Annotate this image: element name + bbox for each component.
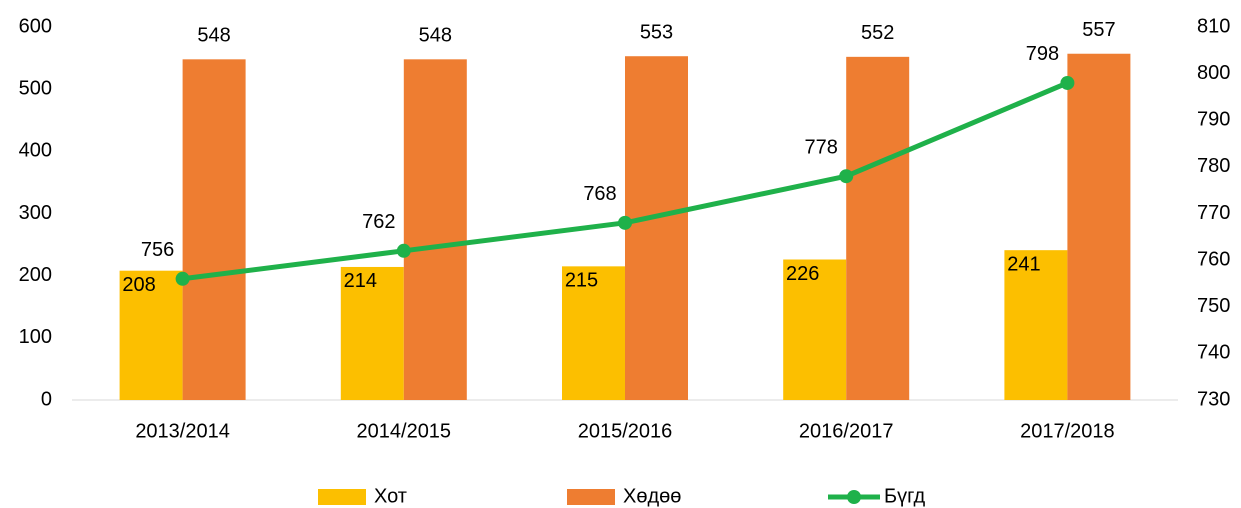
line-point (839, 169, 854, 184)
y-tick-label: 200 (19, 264, 52, 286)
data-label: 548 (419, 25, 452, 47)
data-label: 756 (141, 239, 174, 261)
bar (403, 59, 467, 401)
y2-tick-label: 780 (1197, 155, 1230, 177)
x-tick-label: 2014/2015 (357, 420, 452, 442)
x-tick-label: 2016/2017 (799, 420, 894, 442)
data-label: 226 (786, 263, 819, 285)
y2-tick-label: 750 (1197, 295, 1230, 317)
x-tick-label: 2015/2016 (578, 420, 673, 442)
legend-swatch (318, 489, 366, 505)
legend-label: Хот (374, 485, 407, 507)
legend-swatch (567, 489, 615, 505)
y2-tick-label: 740 (1197, 342, 1230, 364)
y-tick-label: 100 (19, 326, 52, 348)
y2-tick-label: 790 (1197, 109, 1230, 131)
y2-tick-label: 730 (1197, 388, 1230, 410)
bar (625, 56, 688, 401)
line-point (618, 215, 632, 230)
data-label: 553 (640, 21, 673, 43)
y2-tick-label: 810 (1197, 15, 1230, 37)
bar (1004, 250, 1068, 400)
data-label: 778 (805, 136, 838, 158)
bar (846, 56, 910, 401)
line-point (396, 243, 411, 258)
x-tick-label: 2013/2014 (135, 420, 230, 442)
y-tick-label: 500 (19, 77, 52, 99)
data-label: 798 (1026, 43, 1059, 65)
legend-label: Хөдөө (623, 485, 681, 507)
x-tick-label: 2017/2018 (1020, 420, 1115, 442)
data-label: 208 (122, 274, 155, 296)
data-label: 215 (565, 270, 598, 292)
line-point (1060, 75, 1075, 90)
line-point (175, 271, 190, 286)
bar (1067, 53, 1131, 401)
bar (119, 270, 183, 400)
bar (562, 266, 625, 400)
bar (182, 59, 246, 401)
y-tick-label: 600 (19, 15, 52, 37)
data-label: 557 (1082, 19, 1115, 41)
y-tick-label: 300 (19, 202, 52, 224)
data-label: 548 (197, 25, 230, 47)
data-label: 552 (861, 22, 894, 44)
y2-tick-label: 760 (1197, 248, 1230, 270)
y2-tick-label: 800 (1197, 62, 1230, 84)
data-label: 214 (344, 270, 377, 292)
data-label: 241 (1007, 253, 1040, 275)
y-tick-label: 400 (19, 140, 52, 162)
y-tick-label: 0 (41, 388, 52, 410)
legend-label: Бүгд (884, 485, 926, 507)
bar (783, 259, 847, 400)
data-label: 768 (583, 183, 616, 205)
data-label: 762 (362, 211, 395, 233)
legend-swatch-dot (847, 490, 861, 504)
y2-tick-label: 770 (1197, 202, 1230, 224)
bar (340, 266, 404, 400)
